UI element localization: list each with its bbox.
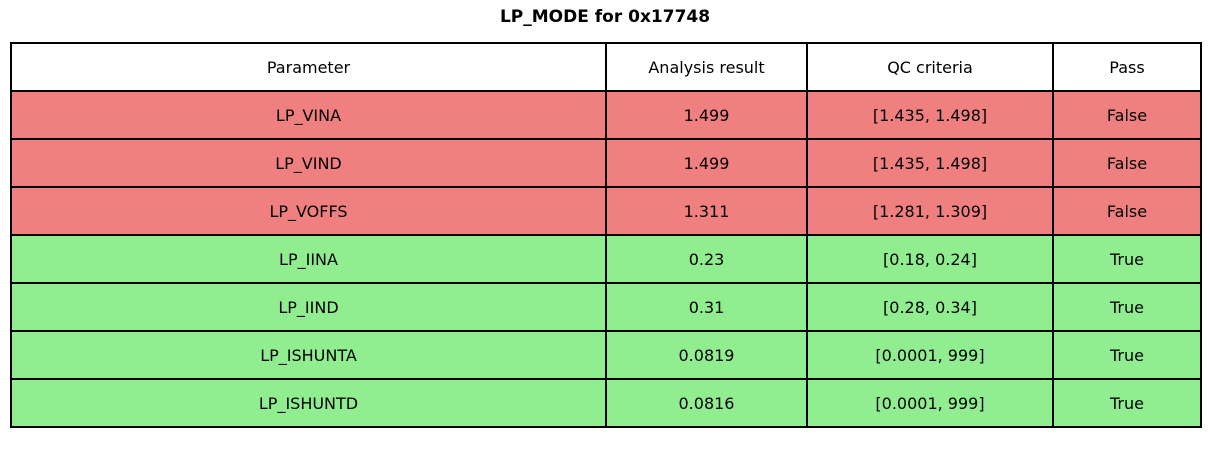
cell-pass: True bbox=[1052, 378, 1202, 428]
table-row: LP_VOFFS 1.311 [1.281, 1.309] False bbox=[10, 186, 1202, 236]
cell-criteria: [1.435, 1.498] bbox=[806, 90, 1054, 140]
qc-results-table: Parameter Analysis result QC criteria Pa… bbox=[10, 42, 1202, 428]
header-parameter: Parameter bbox=[10, 42, 607, 92]
cell-criteria: [0.18, 0.24] bbox=[806, 234, 1054, 284]
table-row: LP_VIND 1.499 [1.435, 1.498] False bbox=[10, 138, 1202, 188]
table-row: LP_ISHUNTD 0.0816 [0.0001, 999] True bbox=[10, 378, 1202, 428]
cell-result: 1.499 bbox=[605, 90, 808, 140]
table-row: LP_ISHUNTA 0.0819 [0.0001, 999] True bbox=[10, 330, 1202, 380]
header-analysis-result: Analysis result bbox=[605, 42, 808, 92]
cell-pass: True bbox=[1052, 330, 1202, 380]
cell-result: 1.499 bbox=[605, 138, 808, 188]
cell-criteria: [1.281, 1.309] bbox=[806, 186, 1054, 236]
cell-parameter: LP_VIND bbox=[10, 138, 607, 188]
cell-criteria: [0.28, 0.34] bbox=[806, 282, 1054, 332]
cell-result: 1.311 bbox=[605, 186, 808, 236]
cell-criteria: [1.435, 1.498] bbox=[806, 138, 1054, 188]
table-row: LP_VINA 1.499 [1.435, 1.498] False bbox=[10, 90, 1202, 140]
cell-parameter: LP_ISHUNTA bbox=[10, 330, 607, 380]
cell-result: 0.31 bbox=[605, 282, 808, 332]
cell-result: 0.23 bbox=[605, 234, 808, 284]
cell-parameter: LP_VINA bbox=[10, 90, 607, 140]
cell-parameter: LP_VOFFS bbox=[10, 186, 607, 236]
header-qc-criteria: QC criteria bbox=[806, 42, 1054, 92]
cell-result: 0.0816 bbox=[605, 378, 808, 428]
cell-pass: False bbox=[1052, 186, 1202, 236]
cell-pass: False bbox=[1052, 138, 1202, 188]
cell-parameter: LP_IIND bbox=[10, 282, 607, 332]
page-title: LP_MODE for 0x17748 bbox=[499, 7, 711, 27]
cell-parameter: LP_ISHUNTD bbox=[10, 378, 607, 428]
table-row: LP_IIND 0.31 [0.28, 0.34] True bbox=[10, 282, 1202, 332]
cell-pass: True bbox=[1052, 282, 1202, 332]
cell-criteria: [0.0001, 999] bbox=[806, 378, 1054, 428]
cell-result: 0.0819 bbox=[605, 330, 808, 380]
cell-pass: True bbox=[1052, 234, 1202, 284]
table-header-row: Parameter Analysis result QC criteria Pa… bbox=[10, 42, 1202, 92]
cell-criteria: [0.0001, 999] bbox=[806, 330, 1054, 380]
cell-parameter: LP_IINA bbox=[10, 234, 607, 284]
table-row: LP_IINA 0.23 [0.18, 0.24] True bbox=[10, 234, 1202, 284]
header-pass: Pass bbox=[1052, 42, 1202, 92]
cell-pass: False bbox=[1052, 90, 1202, 140]
